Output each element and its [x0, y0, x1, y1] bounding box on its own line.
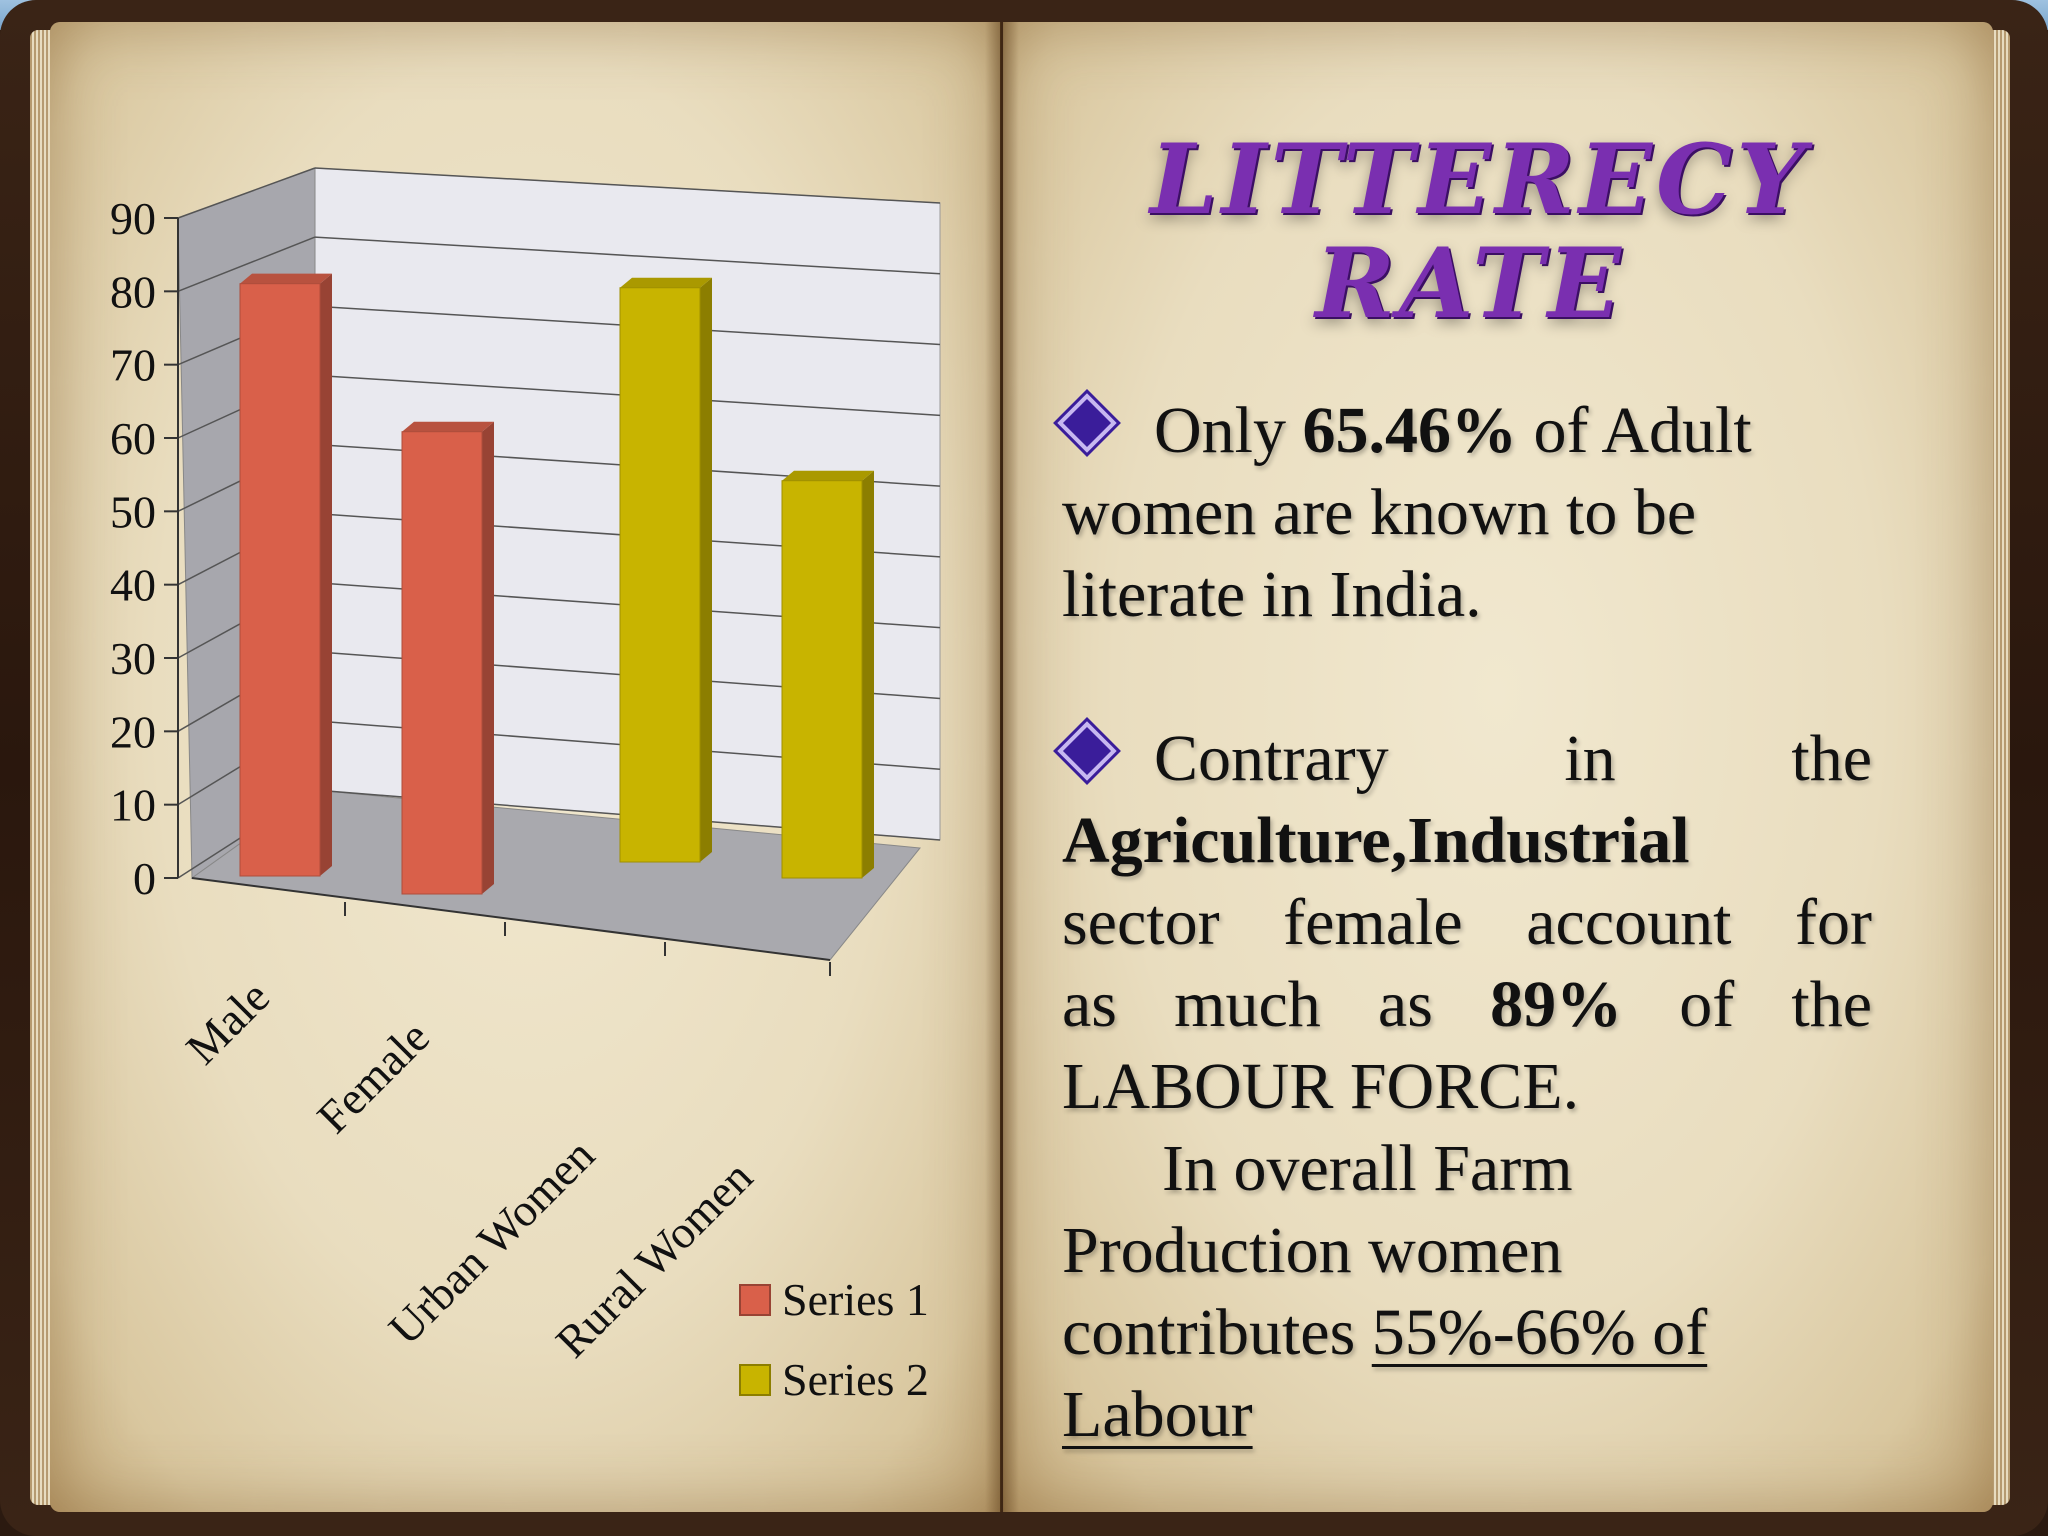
bar-side-Series 2-Rural Women — [862, 470, 874, 878]
b2-underlined-labour: Labour — [1062, 1378, 1253, 1451]
bar-top-Series 2-Urban Women — [620, 277, 712, 288]
x-category-label-1: Female — [307, 1011, 439, 1143]
bullet-paragraph-2: Contrary in the Agriculture,Industrial s… — [1062, 718, 1872, 1456]
b2-line-2: Agriculture,Industrial — [1062, 800, 1872, 882]
b2-word-the: the — [1791, 722, 1872, 795]
y-tick-label-0: 0 — [133, 853, 156, 904]
b2-line-7: Production women — [1062, 1214, 1563, 1287]
y-tick-label-80: 80 — [110, 266, 156, 317]
right-page — [1003, 22, 1993, 1512]
x-category-label-0: Male — [176, 971, 279, 1074]
b2-line-5: LABOUR FORCE. — [1062, 1050, 1580, 1123]
gridline-side-90 — [177, 167, 316, 219]
y-tick-label-90: 90 — [110, 193, 156, 244]
b2-line-8: contributes 55%-66% of — [1062, 1292, 1872, 1374]
bar-Series 2-Urban Women — [619, 287, 701, 863]
b2-line-6: In overall Farm — [1162, 1132, 1573, 1205]
b2-line-3: sector female account for — [1062, 886, 1872, 959]
legend-label-1: Series 2 — [782, 1354, 929, 1405]
diamond-bullet-icon — [1062, 398, 1112, 448]
b2-underlined-range: 55%-66% of — [1371, 1296, 1708, 1369]
diamond-bullet-icon — [1062, 726, 1112, 776]
page-edges-right — [1990, 30, 2010, 1505]
b2-bold-percent: 89% — [1490, 968, 1623, 1041]
book-gutter — [985, 22, 1019, 1512]
legend-swatch-0 — [739, 1284, 771, 1316]
y-tick-label-70: 70 — [110, 340, 156, 391]
b2-line-1: Contrary in the — [1062, 718, 1872, 800]
x-axis-line — [191, 877, 831, 961]
y-tick-label-10: 10 — [110, 780, 156, 831]
b2-line-9: Labour — [1062, 1374, 1872, 1456]
title-line-1: LITTERECY — [1150, 123, 1809, 236]
slide-title: LITTERECY RATE — [1150, 123, 1809, 340]
y-tick-label-30: 30 — [110, 633, 156, 684]
y-tick-label-20: 20 — [110, 706, 156, 757]
legend-label-0: Series 1 — [782, 1274, 929, 1325]
bar-Series 1-Female — [401, 431, 483, 895]
b2-word-in: in — [1564, 722, 1616, 795]
y-tick-label-50: 50 — [110, 486, 156, 537]
bar-top-Series 1-Male — [240, 273, 332, 284]
b2-line-4: as much as 89% of the — [1062, 964, 1872, 1046]
bar-Series 2-Rural Women — [781, 480, 863, 879]
bar-top-Series 1-Female — [402, 421, 494, 432]
gridline-back-80 — [314, 236, 941, 275]
bar-side-Series 1-Male — [320, 273, 332, 877]
bar-side-Series 2-Urban Women — [700, 277, 712, 862]
page-edges-left — [30, 30, 52, 1505]
b1-text-post: of Adult women are known to be literate … — [1062, 394, 1752, 631]
title-line-2: RATE — [1315, 227, 1625, 340]
b1-bold-value: 65.46% — [1302, 394, 1518, 467]
text-content: Only 65.46% of Adult women are known to … — [1062, 390, 1872, 1456]
b2-line4-post: of the — [1679, 968, 1873, 1041]
b2-line8-pre: contributes — [1062, 1296, 1372, 1369]
b2-bold-sectors: Agriculture,Industrial — [1062, 804, 1690, 877]
b2-word-contrary: Contrary — [1154, 722, 1389, 795]
bar-top-Series 2-Rural Women — [782, 470, 874, 481]
bar-side-Series 1-Female — [482, 421, 494, 894]
b1-text-pre: Only — [1154, 394, 1303, 467]
bullet-paragraph-1: Only 65.46% of Adult women are known to … — [1062, 390, 1872, 636]
gridline-back-90 — [314, 167, 941, 204]
legend-swatch-1 — [739, 1364, 771, 1396]
y-tick-label-40: 40 — [110, 560, 156, 611]
b2-line4-pre: as much as — [1062, 968, 1491, 1041]
gridline-side-80 — [177, 236, 316, 293]
y-tick-label-60: 60 — [110, 413, 156, 464]
bar-Series 1-Male — [239, 283, 321, 877]
